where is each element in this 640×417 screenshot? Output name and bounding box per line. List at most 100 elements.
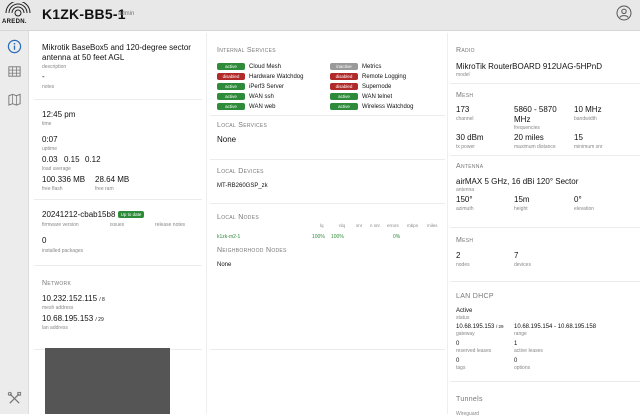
local-node-name[interactable]: k1zk-m2-1	[217, 234, 241, 240]
dhcp-tags: 0	[456, 358, 460, 364]
azimuth-value: 150°	[456, 195, 473, 204]
elevation-value: 0°	[574, 195, 582, 204]
load5-value: 0.15	[64, 155, 80, 164]
bandwidth-value: 10 MHz	[574, 105, 602, 114]
time-value: 12:45 pm	[42, 110, 76, 119]
local-node-errors: 0%	[393, 234, 401, 240]
grid-icon[interactable]	[7, 64, 22, 79]
free-ram-value: 28.64 MB	[95, 175, 130, 184]
tools-icon[interactable]	[7, 391, 22, 406]
time-label: time	[42, 121, 52, 127]
firmware-label: firmware version	[42, 222, 79, 228]
free-ram-label: free ram	[95, 186, 114, 192]
free-flash-value: 100.336 MB	[42, 175, 86, 184]
neighborhood-nodes-value: None	[217, 262, 232, 268]
nodes-label: nodes	[456, 262, 470, 268]
dhcp-options-label: options	[514, 365, 531, 371]
bandwidth-label: bandwidth	[574, 116, 597, 122]
channel-value: 173	[456, 105, 470, 114]
map-icon[interactable]	[7, 92, 22, 107]
reserved-leases: 0	[456, 341, 460, 347]
service-supernode: disabled Supernode	[330, 83, 391, 91]
neighborhood-nodes-title: Neighborhood Nodes	[217, 247, 287, 254]
description-label: description	[42, 64, 67, 70]
service-wan-telnet: active WAN telnet	[330, 93, 392, 101]
local-device-item[interactable]: MT-RB260GSP_zk	[217, 183, 268, 189]
header-bar: AREDN. K1ZK-BB5-1 admin	[0, 0, 640, 31]
notes-value: -	[42, 72, 45, 81]
dhcp-status-label: status	[456, 315, 470, 321]
local-nodes-title: Local Nodes	[217, 214, 259, 221]
height-value: 15m	[514, 195, 530, 204]
mesh-radio-title: Mesh	[456, 92, 474, 99]
radio-title: Radio	[456, 47, 475, 54]
service-iperf3: active iPerf3 Server	[217, 83, 284, 91]
col-snr: snr	[356, 223, 363, 228]
min-snr-value: 15	[574, 133, 583, 142]
load1-value: 0.03	[42, 155, 58, 164]
max-distance-value: 20 miles	[514, 133, 544, 142]
max-distance-label: maximum distance	[514, 144, 556, 150]
col-nsnr: n snr	[370, 223, 381, 228]
channel-label: channel	[456, 116, 474, 122]
aredn-logo[interactable]	[4, 2, 32, 30]
service-wan-web: active WAN web	[217, 103, 275, 111]
packages-value: 0	[42, 236, 47, 245]
service-wireless-watchdog: active Wireless Watchdog	[330, 103, 413, 111]
azimuth-label: azimuth	[456, 206, 474, 212]
packages-label: installed packages	[42, 248, 84, 254]
description-value: Mikrotik BaseBox5 and 120-degree sector …	[42, 43, 191, 62]
node-name: K1ZK-BB5-1	[42, 6, 126, 22]
up-to-date-badge[interactable]: Up to date	[117, 211, 145, 218]
devices-label: devices	[514, 262, 531, 268]
frequencies-value: 5860 - 5870 MHz	[514, 105, 557, 124]
map-placeholder[interactable]	[45, 348, 170, 414]
min-snr-label: minimum snr	[574, 144, 603, 150]
local-services-title: Local Services	[217, 122, 268, 129]
user-icon[interactable]	[616, 5, 632, 21]
dhcp-range: 10.68.195.154 - 10.68.195.158	[514, 324, 597, 330]
services-column: Internal Services active Cloud Mesh disab…	[210, 31, 445, 414]
release-notes-label: release notes	[155, 222, 186, 228]
dhcp-gateway-label: gateway	[456, 331, 475, 337]
service-remote-logging: disabled Remote Logging	[330, 73, 406, 81]
uptime-value: 0:07	[42, 135, 58, 144]
service-hardware-watchdog: disabled Hardware Watchdog	[217, 73, 303, 81]
load15-value: 0.12	[85, 155, 101, 164]
nodes-value: 2	[456, 251, 461, 260]
col-miles: miles	[427, 223, 438, 228]
tx-power-label: tx power	[456, 144, 475, 150]
lan-dhcp-title: LAN DHCP	[456, 293, 494, 300]
service-metrics: inactive Metrics	[330, 63, 381, 71]
tx-power-value: 30 dBm	[456, 133, 484, 142]
local-services-value: None	[217, 135, 237, 144]
elevation-label: elevation	[574, 206, 595, 212]
local-devices-title: Local Devices	[217, 168, 264, 175]
col-mbps: mbps	[407, 223, 419, 228]
dhcp-range-label: range	[514, 331, 527, 337]
service-wan-ssh: active WAN ssh	[217, 93, 274, 101]
service-cloud-mesh: active Cloud Mesh	[217, 63, 281, 71]
tunnels-title: Tunnels	[456, 396, 483, 403]
firmware-value: 20241212-cbab15b8 Up to date	[42, 210, 145, 220]
lan-address: 10.68.195.153 / 29	[42, 314, 104, 323]
lan-address-label: lan address	[42, 325, 68, 331]
internal-services-title: Internal Services	[217, 47, 276, 54]
reserved-leases-label: reserved leases	[456, 348, 492, 354]
dhcp-tags-label: tags	[456, 365, 466, 371]
dhcp-status: Active	[456, 308, 473, 314]
antenna-value: airMAX 5 GHz, 16 dBi 120° Sector	[456, 177, 579, 186]
issues-label: issues	[110, 222, 125, 228]
antenna-label: antenna	[456, 187, 475, 193]
frequencies-label: frequencies	[514, 125, 540, 131]
dhcp-options: 0	[514, 358, 518, 364]
dhcp-gateway: 10.68.195.153 / 29	[456, 324, 504, 330]
info-icon[interactable]	[7, 39, 22, 54]
notes-label: notes	[42, 84, 55, 90]
local-node-nlq: 100%	[331, 234, 344, 240]
load-label: load average	[42, 166, 71, 172]
mesh-counts-title: Mesh	[456, 237, 474, 244]
network-title: Network	[42, 280, 72, 287]
col-lq: lq	[320, 223, 324, 228]
radio-model-label: model	[456, 72, 470, 78]
